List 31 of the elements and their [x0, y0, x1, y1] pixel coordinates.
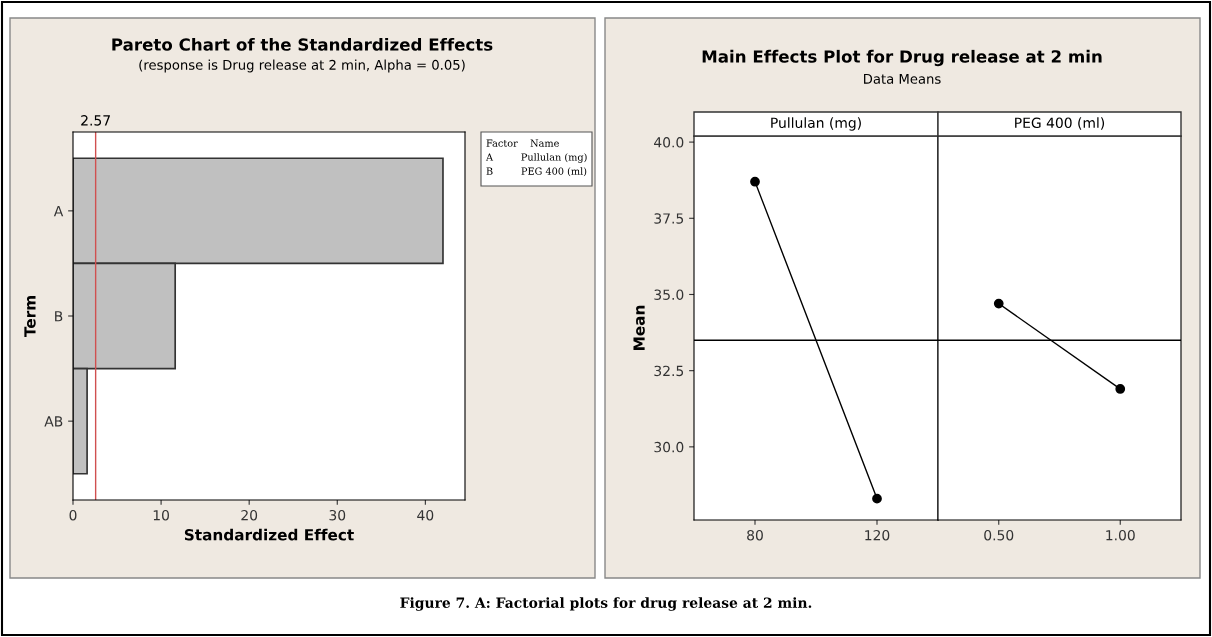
chart-subtitle: Data Means: [864, 74, 941, 84]
x-axis-title: Pullulan (mg): [771, 117, 861, 131]
x-tick-label: 10: [153, 509, 169, 521]
chart-title: Main Effects Plot for Drug release at 2 min: [702, 49, 1102, 67]
text: B PEG 400 (ml): [486, 167, 587, 177]
x-tick-label: 40: [417, 509, 434, 521]
x-tick-label: 1.00: [1106, 529, 1135, 541]
x-tick-label: 0.50: [984, 529, 1014, 541]
chart-subtitle: (response is Drug release at 2 min, Alpha = 0.05): [139, 59, 465, 73]
x-tick-label: 0: [69, 509, 77, 521]
chart-title: Pareto Chart of the Standardized Effects: [112, 37, 493, 51]
ref-line-label: 2.57: [81, 115, 110, 126]
y-tick-label: AB: [44, 416, 63, 427]
y-tick-label: 32.5: [654, 365, 684, 377]
x-axis-title: Standardized Effect: [184, 528, 354, 541]
y-axis-title: Mean: [633, 305, 645, 350]
x-tick-label: 120: [865, 529, 890, 541]
y-tick-label: B: [55, 311, 63, 322]
x-axis-title: PEG 400 (ml): [1015, 117, 1105, 130]
caption: Figure 7. A: Factorial plots for drug release at 2 min.: [400, 597, 812, 611]
y-tick-label: 30.0: [654, 441, 684, 453]
text: A Pullulan (mg): [485, 153, 587, 163]
y-tick-label: A: [53, 206, 64, 217]
x-tick-label: 80: [747, 529, 763, 541]
y-axis-title: Term: [24, 296, 36, 338]
y-tick-label: 37.5: [654, 213, 684, 224]
x-tick-label: 20: [241, 509, 258, 521]
y-tick-label: 40.0: [654, 137, 684, 148]
text: Factor Name: [486, 139, 559, 147]
y-tick-label: 35.0: [654, 289, 684, 300]
x-tick-label: 30: [329, 509, 346, 521]
